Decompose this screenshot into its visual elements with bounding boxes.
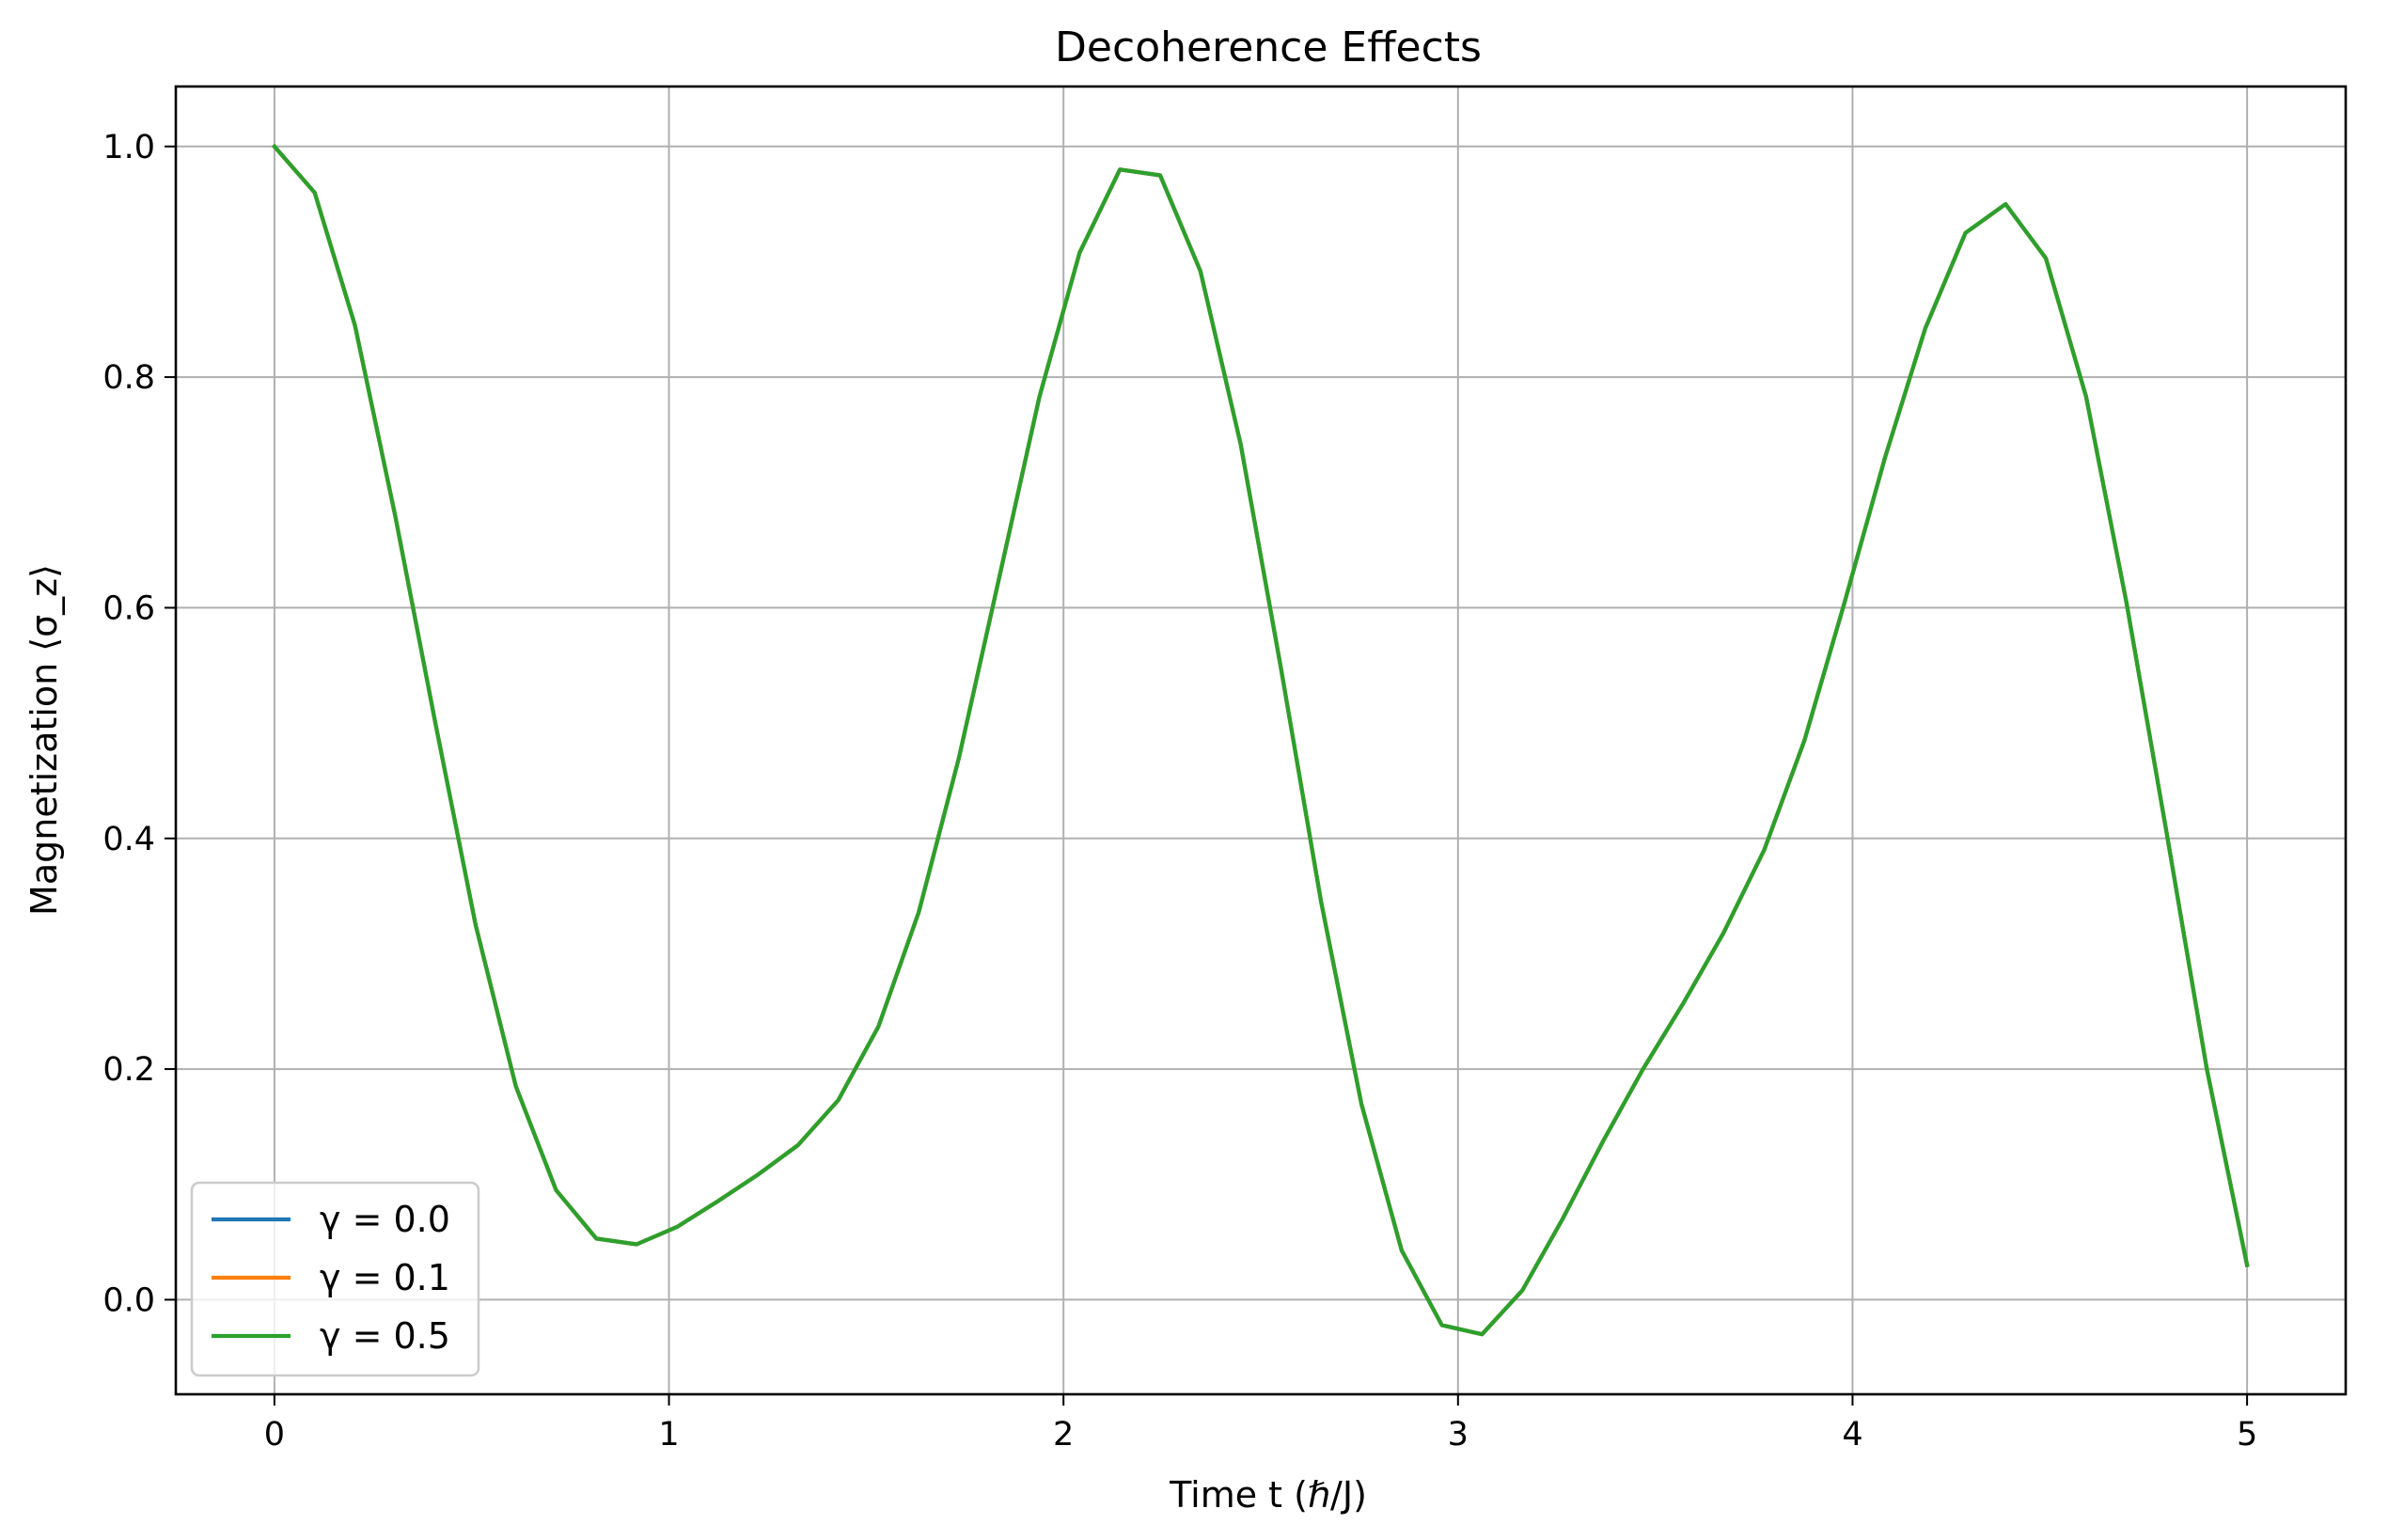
y-tick-label: 0.0: [102, 1281, 155, 1319]
x-tick-label: 3: [1448, 1416, 1469, 1454]
legend-label: γ = 0.5: [320, 1315, 450, 1357]
legend: γ = 0.0 γ = 0.1 γ = 0.5: [190, 1181, 480, 1377]
axis-ticks: 0 1 2 3 4 5 0.0 0.2 0.4 0.6 0.8 1.0: [102, 129, 2257, 1454]
x-tick-label: 0: [264, 1416, 285, 1454]
legend-label: γ = 0.1: [320, 1257, 450, 1298]
x-tick-label: 2: [1053, 1416, 1074, 1454]
x-tick-label: 5: [2237, 1416, 2257, 1454]
legend-entries: γ = 0.0 γ = 0.1 γ = 0.5: [212, 1199, 450, 1357]
y-tick-label: 0.6: [102, 589, 155, 627]
x-tick-label: 1: [658, 1416, 679, 1454]
series-line-2: [271, 143, 2250, 1337]
y-axis-label: Magnetization ⟨σ_z⟩: [24, 564, 65, 916]
legend-box: [190, 1181, 480, 1377]
y-tick-label: 0.8: [102, 359, 155, 397]
chart-title: Decoherence Effects: [1055, 24, 1482, 71]
legend-label: γ = 0.0: [320, 1199, 450, 1240]
series-lines: [271, 143, 2250, 1337]
y-tick-label: 0.2: [102, 1051, 155, 1089]
x-tick-label: 4: [1842, 1416, 1862, 1454]
plot-frame: [174, 85, 2348, 1396]
y-tick-label: 0.4: [102, 821, 155, 858]
x-axis-label: Time t (ℏ/J): [1169, 1474, 1367, 1516]
y-tick-label: 1.0: [102, 129, 155, 166]
